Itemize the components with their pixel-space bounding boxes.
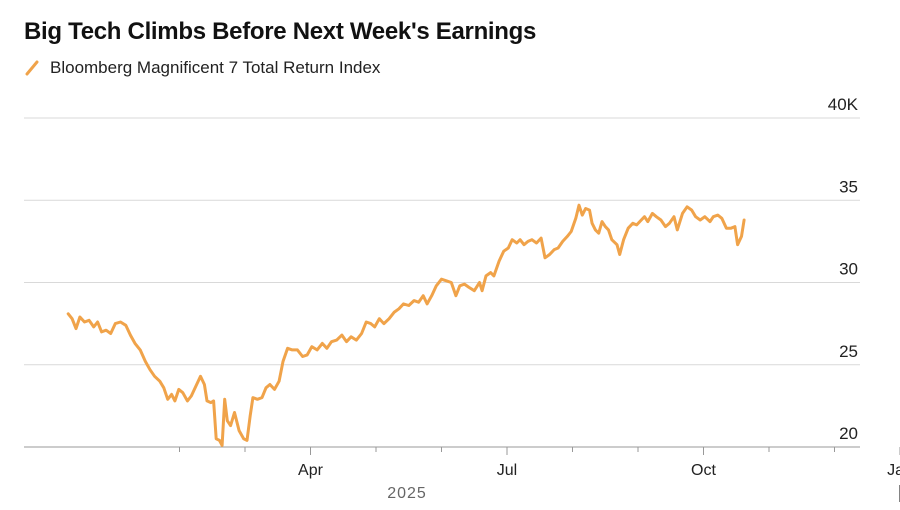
x-tick-label-apr: Apr: [298, 462, 324, 479]
series-layer: [66, 203, 746, 447]
x-tick-label-jul: Jul: [497, 462, 517, 479]
y-axis-labels: 40K 35 30 25 20: [828, 95, 859, 443]
gridlines: [24, 117, 860, 448]
legend-swatch-line: [25, 60, 39, 76]
legend-label: Bloomberg Magnificent 7 Total Return Ind…: [50, 58, 381, 77]
y-tick-label-35: 35: [839, 177, 858, 196]
x-axis: Apr Jul Oct Jan 2025: [179, 447, 900, 502]
y-tick-label-30: 30: [839, 260, 858, 279]
series-line-0: [66, 203, 746, 447]
legend: Bloomberg Magnificent 7 Total Return Ind…: [24, 58, 380, 78]
y-tick-label-40: 40K: [828, 95, 859, 114]
x-year-label: 2025: [387, 485, 427, 502]
y-tick-label-25: 25: [839, 342, 858, 361]
x-tick-label-jan: Jan: [887, 462, 900, 479]
x-tick-label-oct: Oct: [691, 462, 716, 479]
y-tick-label-20: 20: [839, 424, 858, 443]
legend-swatch-icon: [25, 60, 39, 76]
chart-title: Big Tech Climbs Before Next Week's Earni…: [24, 18, 537, 45]
